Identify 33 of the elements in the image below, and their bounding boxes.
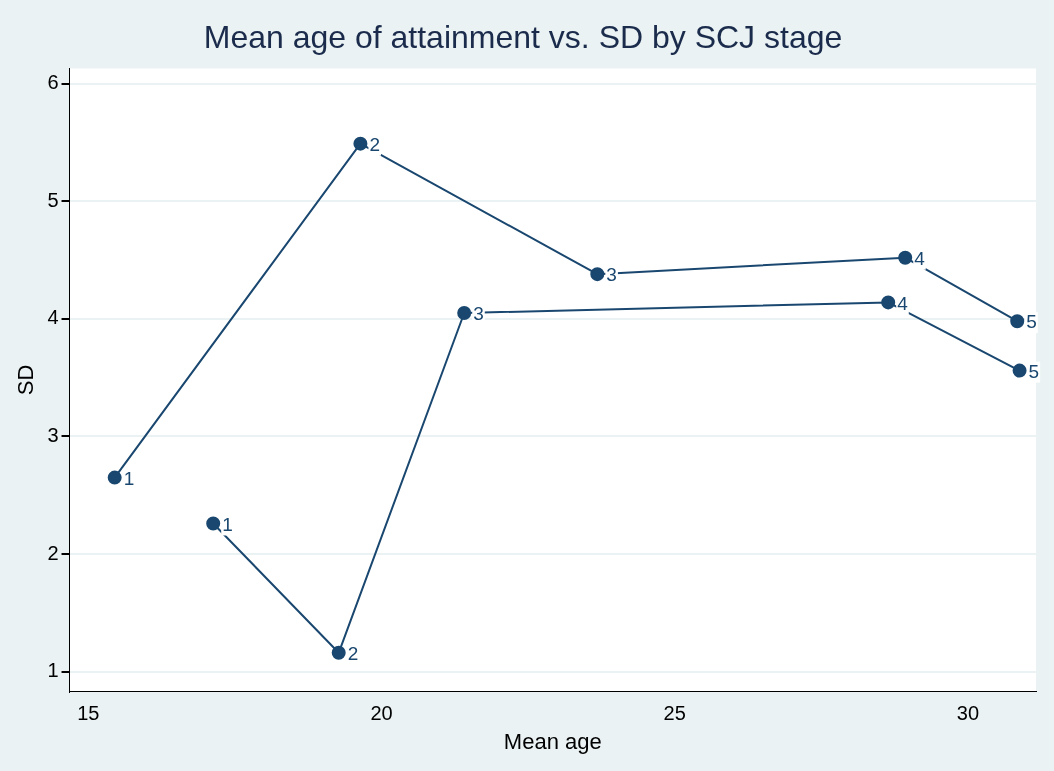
y-tick-label: 4 — [47, 306, 59, 329]
x-tick-label: 15 — [77, 702, 100, 725]
annotation: 2 — [369, 133, 380, 155]
x-tick-label: 30 — [956, 702, 980, 725]
y-tick-label: 5 — [47, 188, 59, 211]
annotation: 5 — [1028, 360, 1040, 382]
point — [457, 305, 472, 320]
y-tick-label: 2 — [47, 541, 59, 564]
annotation: 1 — [123, 467, 135, 489]
point — [107, 470, 122, 485]
point — [206, 516, 221, 531]
x-tick-label: 25 — [663, 702, 686, 725]
y-tick-label: 3 — [47, 423, 59, 446]
annotation: 1 — [222, 513, 233, 535]
point — [1012, 363, 1027, 378]
annotation: 4 — [897, 292, 909, 314]
point — [331, 645, 346, 660]
point — [881, 295, 896, 310]
annotation: 3 — [473, 303, 484, 325]
chart-title: Mean age of attainment vs. SD by SCJ stage — [203, 19, 843, 56]
annotation: 2 — [347, 643, 359, 665]
point — [353, 136, 368, 151]
y-axis-title: SD — [13, 364, 39, 396]
annotation: 5 — [1026, 311, 1037, 333]
annotation: 3 — [606, 264, 617, 286]
y-tick-label: 6 — [47, 71, 59, 94]
point — [898, 250, 913, 265]
x-tick-label: 20 — [370, 702, 393, 725]
point — [1010, 314, 1025, 329]
point — [590, 267, 605, 282]
annotation: 4 — [914, 247, 926, 269]
x-axis-title: Mean age — [503, 728, 602, 754]
y-tick-label: 1 — [47, 659, 59, 682]
